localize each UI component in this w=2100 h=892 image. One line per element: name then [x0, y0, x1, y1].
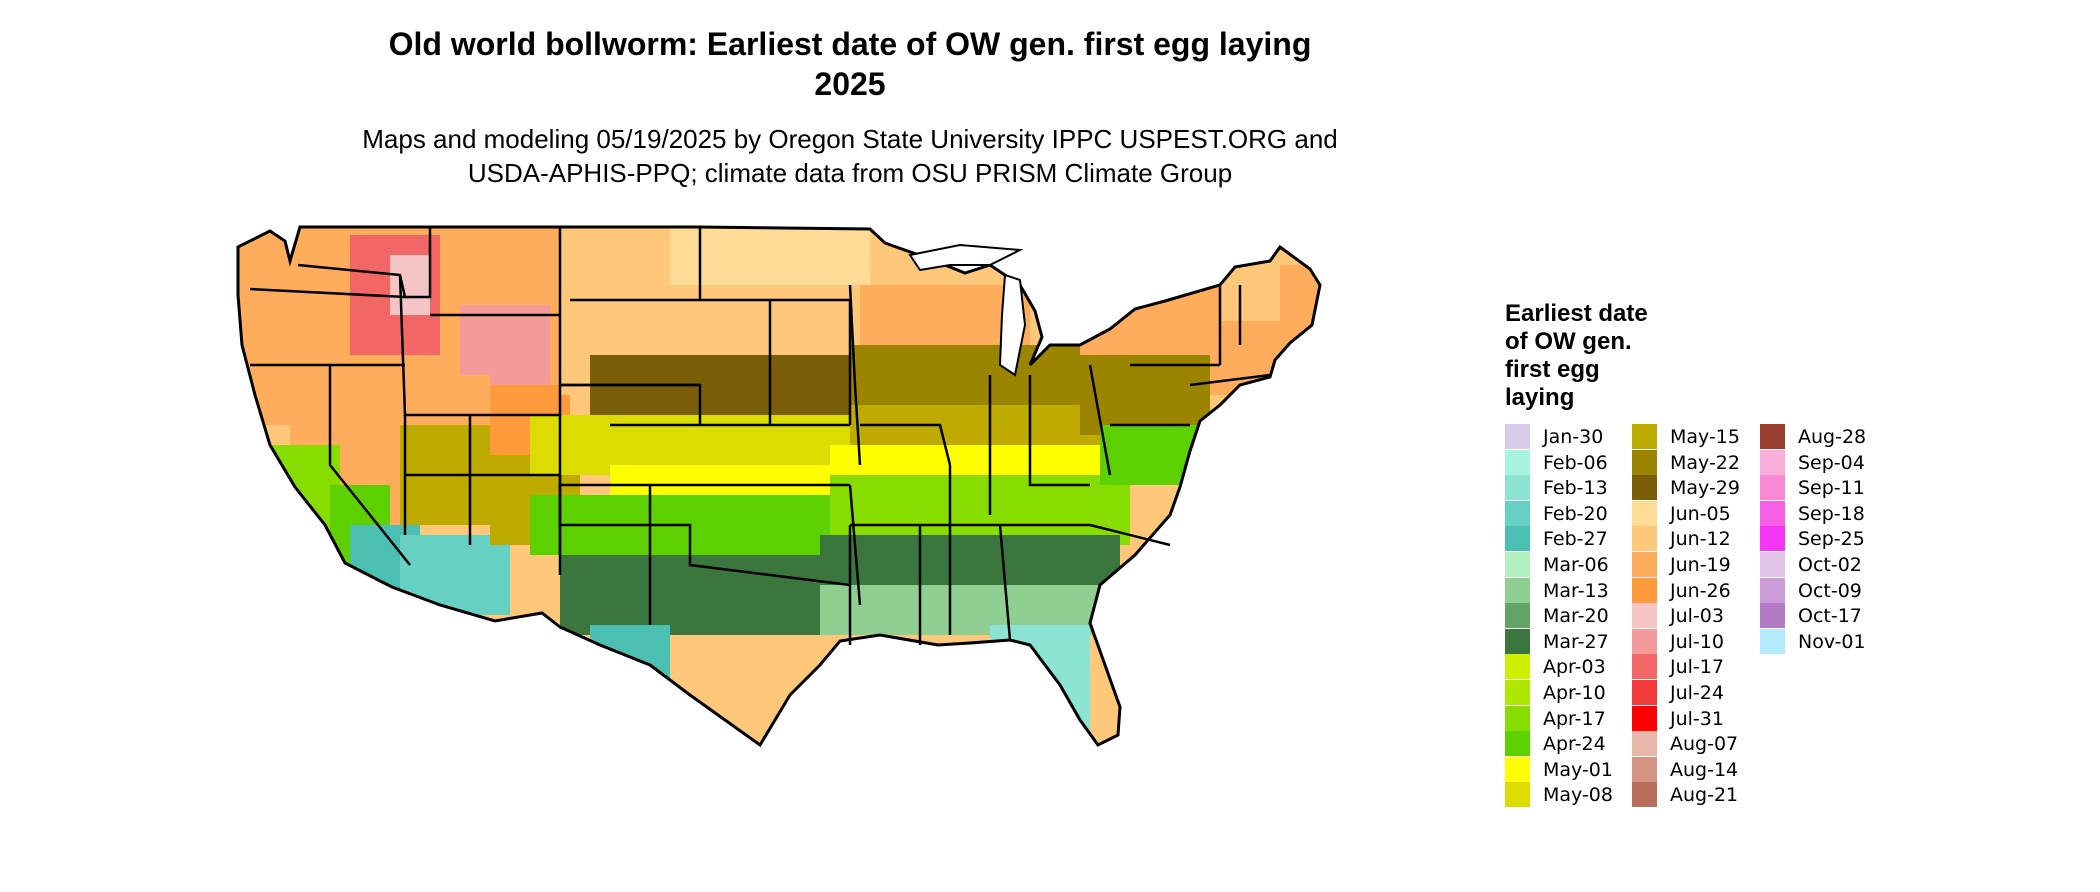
lake-michigan: [998, 273, 1027, 377]
map-title-line1: Old world bollworm: Earliest date of OW …: [388, 26, 1312, 62]
legend-swatch: [1632, 526, 1657, 552]
legend-swatch: [1632, 705, 1657, 731]
legend-label: May-01: [1543, 758, 1613, 781]
legend-swatch: [1632, 577, 1657, 603]
legend-label: Jul-03: [1670, 605, 1724, 628]
legend-label: Feb-20: [1543, 502, 1608, 525]
legend-swatch: [1632, 500, 1657, 526]
legend-swatch: [1505, 628, 1530, 654]
legend-label: Feb-06: [1543, 451, 1608, 474]
map-title: Old world bollworm: Earliest date of OW …: [300, 24, 1400, 104]
legend-label: Aug-21: [1670, 784, 1739, 807]
legend-swatch: [1760, 577, 1785, 603]
legend-swatch: [1632, 475, 1657, 501]
legend-label: Aug-14: [1670, 758, 1739, 781]
legend-label: Mar-27: [1543, 630, 1609, 653]
legend-label: Jun-12: [1670, 528, 1731, 551]
legend-label: Mar-13: [1543, 579, 1609, 602]
legend-label: May-29: [1670, 477, 1740, 500]
legend-swatch: [1632, 654, 1657, 680]
legend-label: Jul-31: [1670, 707, 1724, 730]
legend-swatch: [1505, 731, 1530, 757]
legend-label: Jun-19: [1670, 553, 1731, 576]
map-subtitle-line2: USDA-APHIS-PPQ; climate data from OSU PR…: [467, 158, 1233, 188]
state-boundaries: [249, 227, 1271, 645]
legend-swatch: [1632, 551, 1657, 577]
legend-label: Apr-10: [1543, 681, 1606, 704]
legend-label: Feb-13: [1543, 477, 1608, 500]
legend-swatch: [1505, 782, 1530, 808]
legend-swatch: [1632, 782, 1657, 808]
legend-label: Jun-05: [1670, 502, 1731, 525]
legend-swatch: [1760, 603, 1785, 629]
legend-swatch: [1632, 449, 1657, 475]
legend-label: Jan-30: [1543, 426, 1604, 448]
legend-label: Sep-04: [1798, 451, 1865, 474]
legend-swatch: [1505, 577, 1530, 603]
legend-swatch: [1505, 500, 1530, 526]
legend-label: May-15: [1670, 426, 1740, 448]
legend-swatch: [1505, 424, 1530, 449]
legend-swatch: [1760, 526, 1785, 552]
legend-swatch: [1760, 628, 1785, 654]
legend-label: Oct-02: [1798, 553, 1862, 576]
legend-label: Jul-24: [1670, 681, 1724, 704]
legend-label: Apr-17: [1543, 707, 1606, 730]
legend-title: Earliest date of OW gen. first egg layin…: [1505, 300, 1725, 412]
legend-swatch: [1505, 679, 1530, 705]
legend-label: Jun-26: [1670, 579, 1731, 602]
legend-swatch: [1632, 756, 1657, 782]
legend-swatch: [1760, 551, 1785, 577]
phenology-zones: [238, 227, 1320, 745]
legend-label: Mar-20: [1543, 605, 1609, 628]
legend-swatch: [1505, 449, 1530, 475]
legend-label: Oct-09: [1798, 579, 1862, 602]
legend-swatch: [1632, 731, 1657, 757]
lake-superior: [908, 243, 1024, 272]
legend-swatch: [1505, 654, 1530, 680]
legend-label: Apr-24: [1543, 733, 1606, 756]
map-subtitle-line1: Maps and modeling 05/19/2025 by Oregon S…: [362, 124, 1338, 154]
legend-label: Nov-01: [1798, 630, 1866, 653]
legend-label: Apr-03: [1543, 656, 1606, 679]
legend-label: May-22: [1670, 451, 1740, 474]
legend-swatch: [1632, 603, 1657, 629]
legend-title-line: of OW gen.: [1505, 328, 1632, 355]
legend-label: Jul-10: [1670, 630, 1724, 653]
legend-label: Jul-17: [1670, 656, 1724, 679]
legend-swatch: [1505, 705, 1530, 731]
legend-swatch: [1760, 475, 1785, 501]
legend-swatch: [1632, 679, 1657, 705]
legend-label: Sep-25: [1798, 528, 1865, 551]
legend-swatch: [1505, 551, 1530, 577]
legend-label: Aug-07: [1670, 733, 1739, 756]
legend-title-line: Earliest date: [1505, 300, 1648, 327]
legend-label: May-08: [1543, 784, 1613, 807]
legend-label: Feb-27: [1543, 528, 1608, 551]
legend-swatch: [1760, 449, 1785, 475]
legend-label: Sep-11: [1798, 477, 1865, 500]
us-phenology-map: [236, 225, 1322, 748]
legend-label: Mar-06: [1543, 553, 1609, 576]
legend-swatch: [1760, 424, 1785, 449]
legend-title-line: laying: [1505, 384, 1575, 411]
map-subtitle: Maps and modeling 05/19/2025 by Oregon S…: [300, 122, 1400, 190]
legend-swatch: [1505, 475, 1530, 501]
legend-swatch: [1632, 628, 1657, 654]
legend-label: Sep-18: [1798, 502, 1865, 525]
legend-swatch: [1505, 603, 1530, 629]
map-title-line2: 2025: [814, 66, 886, 102]
legend-swatch: [1632, 424, 1657, 449]
legend-label: Oct-17: [1798, 605, 1862, 628]
legend-label: Aug-28: [1798, 426, 1867, 448]
legend-swatch: [1505, 756, 1530, 782]
legend-title-line: first egg: [1505, 356, 1600, 383]
legend-swatch: [1760, 500, 1785, 526]
legend-swatch: [1505, 526, 1530, 552]
